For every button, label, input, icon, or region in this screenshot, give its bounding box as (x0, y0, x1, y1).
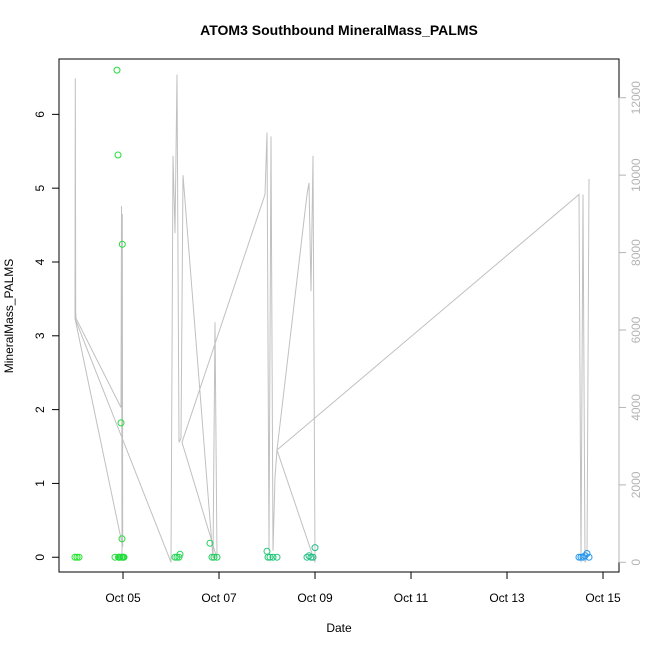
x-axis-label: Date (326, 621, 352, 635)
data-point (583, 550, 591, 557)
y2-tick-label: 4000 (629, 394, 643, 421)
data-point (117, 419, 125, 427)
data-point (273, 553, 281, 561)
x-tick-label: Oct 15 (585, 591, 621, 605)
y-axis: 0 1 2 3 4 5 6 (33, 111, 60, 561)
x-tick-label: Oct 07 (201, 591, 237, 605)
points-layer (71, 66, 593, 561)
data-point (305, 552, 313, 560)
y2-tick-label: 8000 (629, 239, 643, 266)
data-point (114, 151, 122, 159)
y2-tick-label: 10000 (629, 158, 643, 192)
data-point (264, 553, 272, 561)
x-tick-label: Oct 13 (489, 591, 525, 605)
data-point (208, 553, 216, 561)
data-point (581, 552, 589, 560)
data-point (263, 547, 271, 555)
data-point (120, 553, 128, 561)
y2-tick-label: 2000 (629, 471, 643, 498)
x-tick-label: Oct 11 (394, 591, 429, 605)
data-point (307, 553, 315, 561)
data-point (213, 553, 221, 561)
data-point (71, 553, 79, 561)
y2-tick-label: 12000 (629, 81, 643, 115)
data-point (210, 553, 218, 561)
y2-axis: 0 2000 4000 6000 8000 10000 12000 (618, 81, 643, 566)
data-point (75, 553, 83, 561)
x-tick-label: Oct 09 (297, 591, 333, 605)
y2-tick-label: 0 (629, 559, 643, 566)
data-point (269, 553, 277, 561)
data-point (585, 553, 593, 561)
data-point (175, 553, 183, 561)
data-point (311, 544, 319, 552)
y-tick-label: 1 (33, 480, 47, 487)
y-tick-label: 0 (33, 554, 47, 561)
x-tick-label: Oct 05 (105, 591, 141, 605)
plot-box (58, 58, 620, 573)
data-point (171, 553, 179, 561)
data-point (118, 240, 126, 248)
data-point (113, 66, 121, 74)
data-point (206, 539, 214, 547)
y-axis-label: MineralMass_PALMS (2, 259, 16, 373)
data-point (73, 553, 81, 561)
data-point (118, 535, 126, 543)
data-point (577, 553, 585, 561)
x-axis: Oct 05 Oct 07 Oct 09 Oct 11 Oct 13 Oct 15 (105, 571, 621, 605)
y-tick-label: 2 (33, 406, 47, 413)
data-point (309, 553, 317, 561)
y-tick-label: 5 (33, 185, 47, 192)
altitude-layer (74, 74, 590, 563)
altitude-line (74, 74, 590, 563)
data-point (266, 553, 274, 561)
y-tick-label: 6 (33, 111, 47, 118)
chart-title: ATOM3 Southbound MineralMass_PALMS (200, 22, 478, 38)
y-tick-label: 4 (33, 258, 47, 265)
y-tick-label: 3 (33, 332, 47, 339)
data-point (176, 550, 184, 558)
y2-tick-label: 6000 (629, 316, 643, 343)
